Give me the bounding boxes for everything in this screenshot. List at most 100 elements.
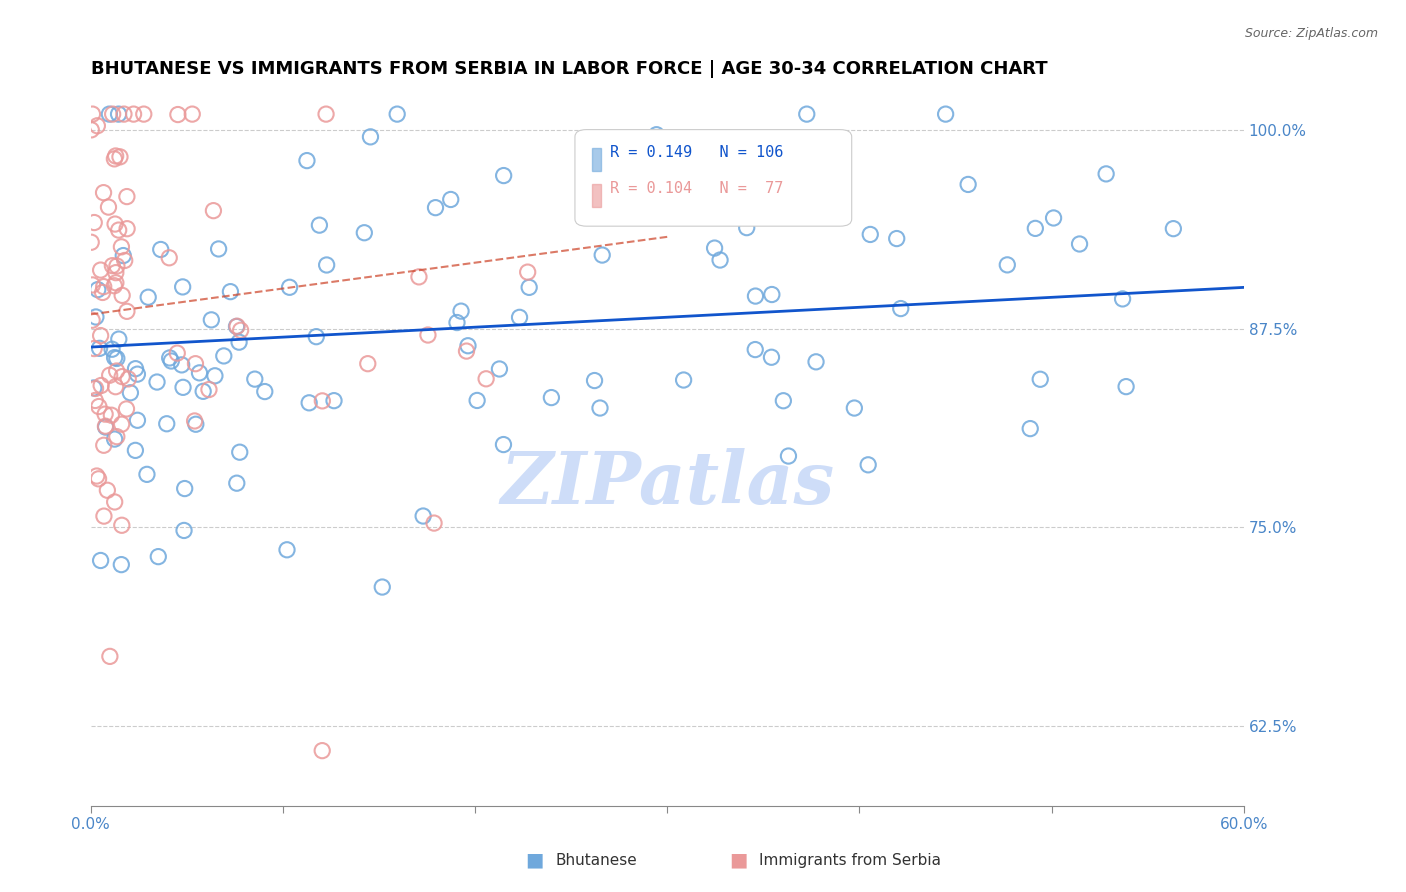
FancyBboxPatch shape (592, 148, 602, 171)
Point (492, 169, 515, 183)
Point (96, 483, 118, 498)
Point (645, 128, 668, 142)
Point (890, 301, 912, 316)
Point (772, 393, 794, 408)
Point (229, 323, 252, 337)
Point (492, 437, 515, 451)
Point (132, 107, 155, 121)
Point (465, 393, 488, 408)
Point (124, 443, 146, 458)
Point (148, 549, 170, 564)
Point (101, 107, 124, 121)
Point (94, 420, 117, 434)
Point (104, 266, 127, 280)
Point (204, 368, 226, 383)
Point (90, 328, 112, 343)
Point (408, 269, 430, 284)
Point (191, 384, 214, 399)
Point (104, 432, 127, 446)
Point (108, 332, 131, 346)
Point (509, 310, 531, 325)
Point (450, 304, 472, 318)
Point (172, 280, 194, 294)
Point (744, 289, 766, 303)
Point (105, 364, 128, 378)
Point (149, 243, 172, 257)
Point (540, 391, 562, 405)
Point (440, 193, 463, 207)
Point (103, 152, 125, 166)
Point (202, 203, 225, 218)
Point (371, 580, 394, 594)
Point (93, 279, 115, 293)
Point (94, 419, 117, 434)
Point (1111, 292, 1133, 306)
Point (87, 400, 110, 414)
Point (82, 107, 104, 121)
Point (416, 328, 439, 343)
Point (856, 458, 879, 472)
FancyBboxPatch shape (575, 129, 852, 227)
Point (198, 383, 221, 397)
Point (278, 280, 301, 294)
Point (1095, 167, 1118, 181)
Point (104, 380, 127, 394)
Point (91, 285, 114, 300)
Text: BHUTANESE VS IMMIGRANTS FROM SERBIA IN LABOR FORCE | AGE 30-34 CORRELATION CHART: BHUTANESE VS IMMIGRANTS FROM SERBIA IN L… (90, 60, 1047, 78)
Point (308, 218, 330, 232)
Point (183, 414, 205, 428)
Point (82, 313, 104, 327)
Point (170, 358, 193, 372)
Point (157, 251, 180, 265)
Point (127, 367, 149, 381)
Point (98, 368, 121, 383)
Point (156, 417, 179, 431)
Point (298, 396, 321, 410)
Text: R = 0.149   N = 106: R = 0.149 N = 106 (610, 145, 783, 160)
Point (107, 107, 129, 121)
Point (315, 258, 337, 272)
Point (761, 351, 783, 365)
Point (86, 469, 108, 483)
Text: R = 0.104   N =  77: R = 0.104 N = 77 (610, 180, 783, 195)
Point (475, 372, 498, 386)
Point (672, 373, 695, 387)
Point (93, 438, 115, 452)
Point (84, 381, 107, 395)
Point (103, 278, 125, 293)
Point (115, 304, 138, 318)
Point (110, 240, 132, 254)
Point (1024, 221, 1046, 235)
Point (100, 408, 122, 422)
Text: ZIPatlas: ZIPatlas (501, 448, 834, 519)
Point (111, 518, 134, 533)
Point (122, 107, 145, 121)
Point (107, 223, 129, 237)
Point (83, 381, 105, 395)
Text: Immigrants from Serbia: Immigrants from Serbia (759, 854, 941, 868)
Point (90, 553, 112, 567)
Point (93, 186, 115, 200)
Point (98, 649, 121, 664)
Point (124, 361, 146, 376)
Point (1019, 422, 1042, 436)
Point (84, 393, 107, 408)
Point (172, 380, 194, 394)
Point (173, 524, 195, 538)
Point (488, 362, 510, 376)
Point (709, 253, 731, 268)
Text: Source: ZipAtlas.com: Source: ZipAtlas.com (1244, 27, 1378, 40)
Point (225, 476, 247, 491)
Point (90, 378, 112, 392)
Point (166, 346, 188, 360)
Point (89, 342, 111, 356)
Point (207, 242, 229, 256)
Point (104, 351, 127, 365)
Point (315, 107, 337, 121)
Point (1069, 237, 1091, 252)
Point (101, 259, 124, 273)
Point (104, 276, 127, 290)
Point (97, 200, 120, 214)
Point (796, 107, 818, 121)
Point (735, 220, 758, 235)
